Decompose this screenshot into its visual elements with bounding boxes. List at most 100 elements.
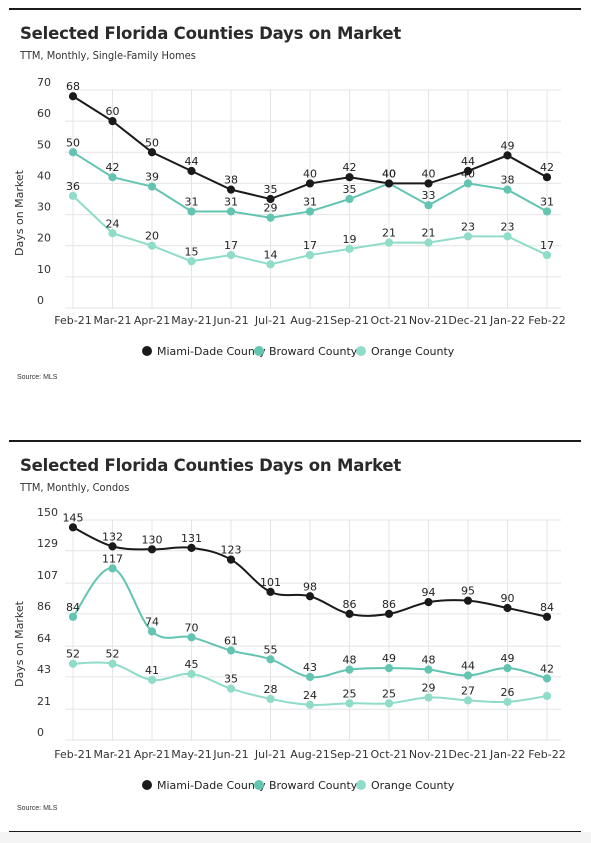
data-label: 39	[145, 171, 159, 184]
x-axis: Feb-21 Mar-21 Apr-21 May-21 Jun-21 Jul-21 Aug-…	[54, 314, 565, 327]
data-point	[345, 609, 354, 618]
y-tick-label: 0	[37, 726, 44, 739]
data-label: 55	[264, 643, 278, 656]
x-tick-label: Oct-21	[371, 314, 408, 327]
data-point	[305, 250, 315, 260]
x-tick-label: Aug-21	[290, 748, 329, 761]
x-tick-label: Feb-22	[528, 314, 565, 327]
data-point	[68, 148, 78, 157]
data-point	[226, 646, 236, 655]
y-tick-label: 21	[37, 695, 51, 708]
data-point	[463, 696, 473, 705]
x-tick-label: Feb-21	[54, 314, 91, 327]
data-point	[68, 92, 78, 101]
data-point	[384, 238, 394, 247]
data-point	[108, 229, 117, 238]
data-point	[463, 596, 473, 605]
y-tick-label: 43	[37, 663, 51, 676]
y-tick-label: 20	[37, 232, 51, 245]
data-point	[266, 655, 275, 664]
series-miami-dade-county: 145 132 130 131 123 101 98 86 86 94 95 90 84	[63, 511, 554, 621]
data-label: 94	[422, 586, 436, 599]
data-point	[345, 244, 354, 253]
legend-label: Miami-Dade County	[157, 779, 266, 792]
gridlines	[65, 89, 561, 309]
data-label: 42	[540, 161, 554, 174]
data-label: 98	[303, 580, 317, 593]
data-label: 45	[185, 658, 199, 671]
y-tick-label: 129	[37, 537, 58, 550]
legend-marker	[254, 780, 264, 790]
data-point	[147, 241, 157, 250]
legend-label: Miami-Dade County	[157, 345, 266, 358]
source-note: Source: MLS	[17, 374, 58, 381]
y-tick-label: 150	[37, 506, 58, 519]
data-point	[503, 185, 512, 194]
data-point	[68, 659, 78, 668]
x-tick-label: Nov-21	[409, 314, 448, 327]
x-tick-label: May-21	[171, 314, 212, 327]
legend-marker	[142, 780, 152, 790]
y-tick-label: 50	[37, 138, 51, 151]
y-tick-label: 70	[37, 76, 51, 89]
data-label: 24	[303, 689, 317, 702]
data-label: 21	[382, 227, 396, 240]
data-label: 25	[343, 687, 357, 700]
data-point	[108, 117, 117, 126]
data-point	[305, 672, 315, 682]
data-label: 49	[382, 652, 396, 665]
data-point	[542, 207, 552, 216]
legend-item-orange-county: Orange County	[356, 779, 455, 792]
data-point	[503, 151, 512, 160]
data-label: 31	[185, 195, 199, 208]
data-label: 74	[145, 615, 159, 628]
data-label: 28	[264, 683, 278, 696]
x-tick-label: Jun-21	[212, 748, 248, 761]
data-label: 101	[260, 576, 281, 589]
data-point	[266, 260, 275, 269]
data-label: 60	[106, 105, 120, 118]
data-label: 68	[66, 80, 80, 93]
x-axis: Feb-21 Mar-21 Apr-21 May-21 Jun-21 Jul-21 Aug-…	[54, 748, 565, 761]
data-point	[345, 173, 354, 182]
x-tick-label: Mar-21	[93, 314, 131, 327]
data-point	[226, 207, 236, 216]
x-tick-label: Nov-21	[409, 748, 448, 761]
x-tick-label: Sep-21	[330, 314, 369, 327]
gridlines	[65, 519, 561, 741]
chart-panel-single-family: Selected Florida Counties Days on Market…	[9, 8, 581, 404]
x-tick-label: Jul-21	[254, 314, 286, 327]
data-point	[226, 185, 236, 194]
data-point	[187, 669, 196, 679]
data-label: 26	[501, 686, 515, 699]
data-label: 14	[264, 248, 278, 261]
data-label: 17	[540, 239, 554, 252]
data-point	[345, 194, 354, 204]
series-orange-county: 52 52 41 45 35 28 24 25 25 29 27 26	[66, 648, 552, 709]
data-point	[384, 699, 394, 708]
y-tick-label: 30	[37, 201, 51, 214]
data-label: 25	[382, 687, 396, 700]
legend-label: Orange County	[371, 779, 455, 792]
y-tick-label: 10	[37, 263, 51, 276]
data-point	[384, 179, 394, 188]
top-rule	[9, 440, 581, 442]
x-tick-label: Oct-21	[371, 748, 408, 761]
data-label: 84	[66, 601, 80, 614]
data-label: 123	[221, 544, 242, 557]
data-label: 132	[102, 530, 123, 543]
x-tick-label: Jul-21	[254, 748, 286, 761]
y-axis: 0 10 20 30 40 50 60 70 Days on Market	[13, 76, 51, 307]
data-label: 131	[181, 532, 202, 545]
data-point	[147, 148, 157, 157]
data-point	[345, 665, 354, 674]
data-point	[108, 659, 117, 668]
legend-item-orange-county: Orange County	[356, 345, 455, 358]
legend-label: Orange County	[371, 345, 455, 358]
data-label: 42	[343, 161, 357, 174]
data-point	[266, 213, 275, 222]
data-point	[305, 179, 315, 188]
legend: Miami-Dade County Broward County Orange Co…	[142, 779, 455, 792]
data-label: 35	[224, 673, 238, 686]
